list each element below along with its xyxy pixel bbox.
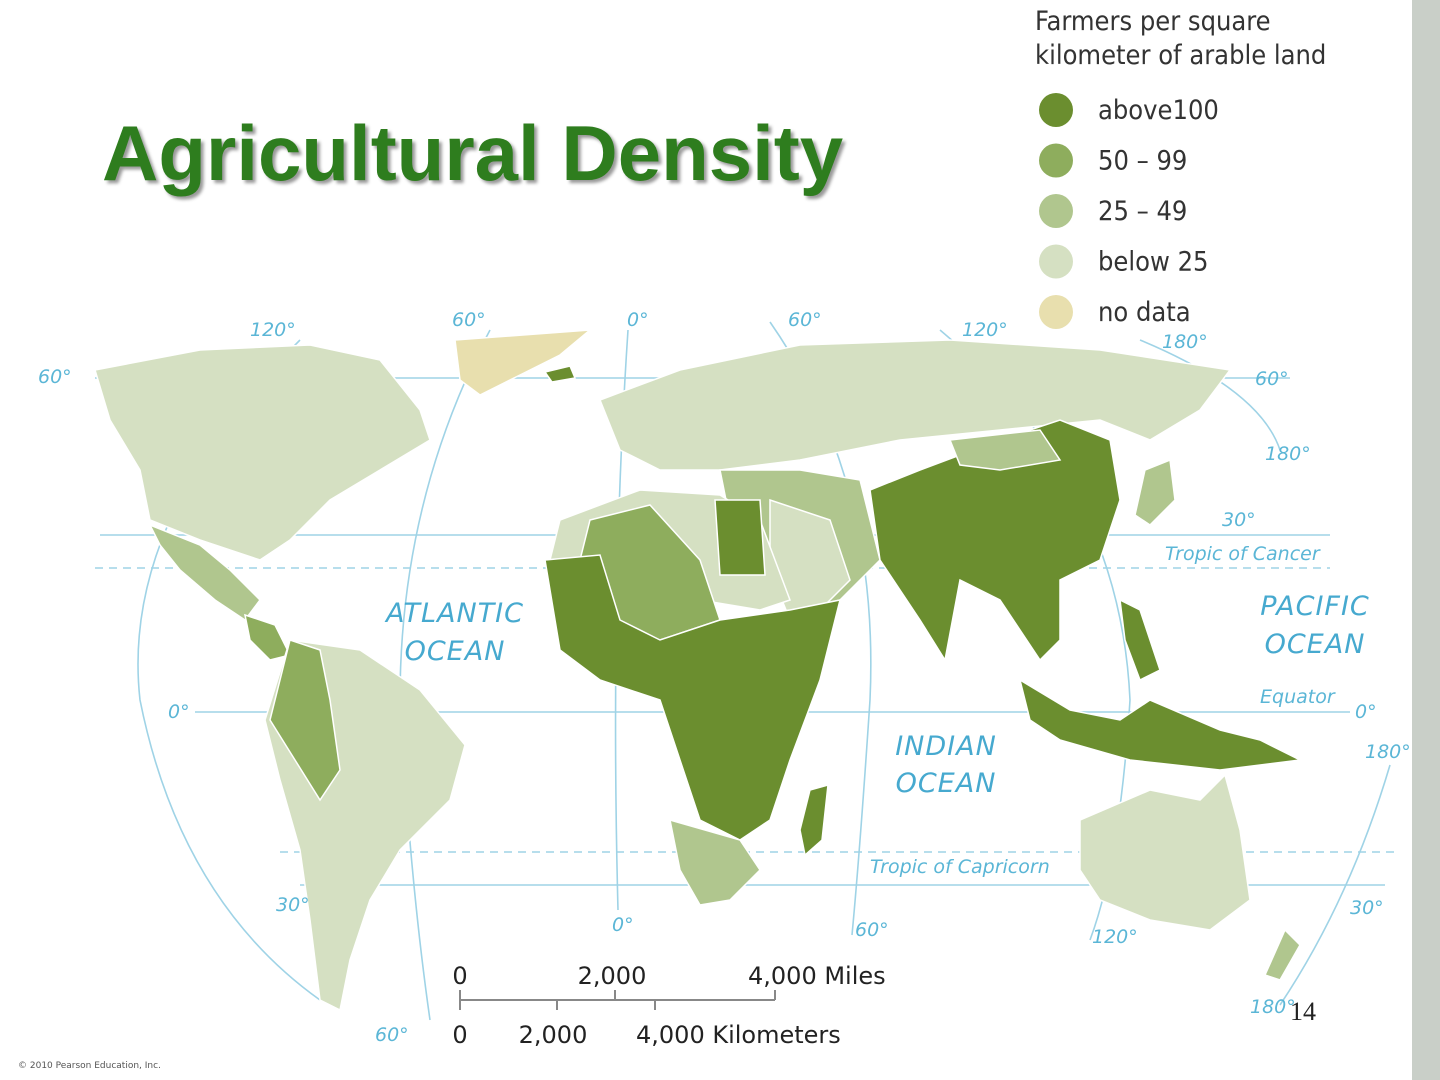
ocean-label: INDIAN [895, 731, 997, 762]
page-number: 14 [1290, 997, 1316, 1026]
meridian [1279, 764, 1391, 1006]
map [94, 329, 1303, 1012]
legend-label: above100 [1098, 95, 1219, 126]
africa-central [544, 554, 842, 841]
mexico [148, 523, 261, 622]
graticule-label: 180° [1265, 443, 1311, 465]
legend-label: no data [1098, 297, 1191, 328]
legend-items: above100 50 – 99 25 – 49 below 25 no data [1039, 93, 1219, 329]
graticule-label: 0° [1355, 701, 1377, 723]
legend-label: below 25 [1098, 247, 1208, 278]
scale-bar: 0 2,000 4,000 Miles 0 2,000 4,000 Kilome… [452, 962, 885, 1049]
japan [1134, 458, 1176, 526]
africa-south [669, 818, 761, 906]
legend-swatch [1039, 143, 1073, 178]
philippines [1119, 598, 1161, 682]
eurasia-north [599, 339, 1232, 471]
indonesia [1018, 678, 1303, 771]
andes [269, 639, 341, 802]
ocean-label: OCEAN [405, 636, 506, 667]
ocean-label: PACIFIC [1260, 591, 1370, 622]
graticule-label: 60° [788, 309, 822, 331]
graticule-label: 60° [855, 919, 889, 941]
ocean-label: OCEAN [1265, 629, 1366, 660]
graticule-label: 60° [1255, 368, 1289, 390]
central-america [244, 613, 292, 661]
graticule-label: 60° [375, 1024, 409, 1046]
graticule-label: 180° [1365, 741, 1411, 763]
graticule-label: 180° [1250, 996, 1296, 1018]
graticule-label: 0° [168, 701, 190, 723]
greenland [454, 329, 593, 396]
madagascar [799, 783, 829, 857]
graticule-label: 120° [962, 319, 1008, 341]
line-label: Equator [1260, 686, 1336, 708]
south-asia [869, 419, 1121, 663]
graticule-label: 60° [38, 366, 72, 388]
line-label: Tropic of Capricorn [870, 856, 1050, 878]
scale-label: 4,000 Miles [748, 962, 886, 990]
graticule-label: 30° [1222, 509, 1256, 531]
graticule-label: 120° [250, 319, 296, 341]
scale-label: 0 [452, 1021, 467, 1049]
copyright: © 2010 Pearson Education, Inc. [18, 1061, 161, 1071]
ocean-labels: ATLANTIC OCEAN PACIFIC OCEAN INDIAN OCEA… [384, 591, 1370, 799]
legend-title: kilometer of arable land [1035, 40, 1326, 71]
mongolia [948, 429, 1062, 471]
scale-label: 4,000 Kilometers [636, 1021, 841, 1049]
edge-strip [1412, 0, 1440, 1080]
australia [1079, 773, 1251, 931]
legend-swatch [1039, 244, 1073, 279]
slide-title: Agricultural Density [102, 109, 843, 197]
graticule-label: 120° [1092, 926, 1138, 948]
legend-swatch [1039, 295, 1073, 329]
legend-swatch [1039, 93, 1073, 127]
legend-label: 50 – 99 [1098, 146, 1187, 177]
graticule-label: 0° [612, 914, 634, 936]
ocean-label: OCEAN [896, 768, 997, 799]
iceland [543, 365, 577, 383]
graticule-label: 30° [276, 894, 310, 916]
new-zealand [1263, 928, 1301, 981]
graticule-label: 0° [627, 309, 649, 331]
legend-swatch [1039, 194, 1073, 228]
line-label: Tropic of Cancer [1165, 543, 1321, 565]
scale-label: 2,000 [578, 962, 647, 990]
legend-label: 25 – 49 [1098, 196, 1187, 227]
graticule-label: 180° [1162, 331, 1208, 353]
legend: Farmers per square kilometer of arable l… [1035, 6, 1326, 329]
graticule-labels: 120° 60° 0° 60° 120° 180° 60° 60° 180° 3… [38, 309, 1411, 1046]
legend-title: Farmers per square [1035, 6, 1271, 37]
scale-label: 0 [452, 962, 467, 990]
north-america [94, 344, 431, 561]
ocean-label: ATLANTIC [384, 598, 524, 629]
graticule-label: 30° [1350, 897, 1384, 919]
meridian [1139, 339, 1281, 451]
egypt [714, 499, 766, 576]
scale-label: 2,000 [519, 1021, 588, 1049]
graticule-label: 60° [452, 309, 486, 331]
